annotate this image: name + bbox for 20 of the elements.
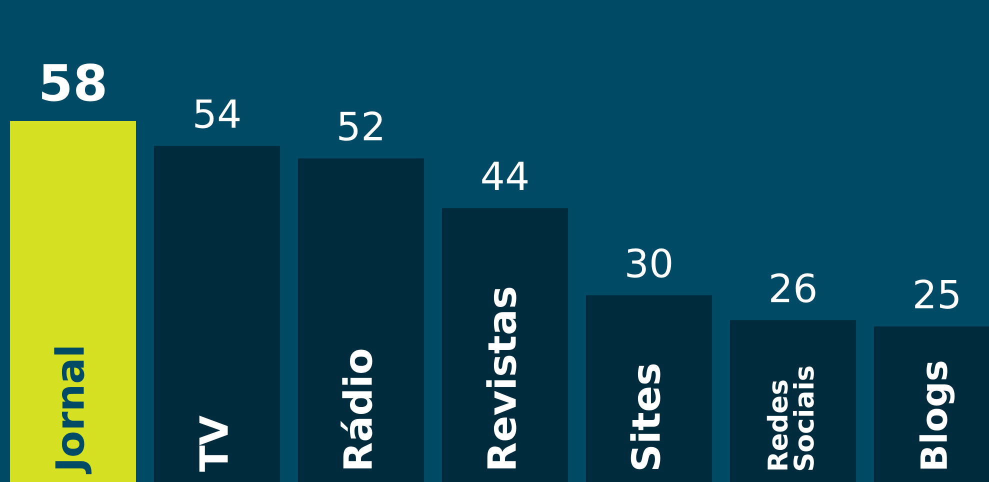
bar	[442, 208, 568, 482]
data-label: 52	[339, 111, 382, 141]
x-tick-label: Blogs	[919, 362, 955, 469]
x-tick-label: Jornal	[54, 348, 92, 474]
data-label: 58	[42, 63, 105, 102]
bar	[298, 158, 424, 482]
data-label: 54	[195, 99, 240, 128]
data-label: 30	[627, 248, 672, 278]
bar	[586, 295, 712, 482]
data-label: 25	[915, 279, 958, 309]
x-tick-label: Redes Sociais	[766, 366, 814, 470]
bar	[154, 146, 280, 482]
x-tick-label: Sites	[630, 364, 660, 470]
x-tick-label: TV	[199, 416, 228, 472]
data-label: 26	[771, 273, 816, 303]
bar	[10, 121, 136, 482]
bar	[730, 320, 856, 482]
x-tick-label: Revistas	[486, 288, 516, 468]
x-tick-label: Rádio	[340, 350, 372, 468]
data-label: 44	[482, 162, 528, 190]
